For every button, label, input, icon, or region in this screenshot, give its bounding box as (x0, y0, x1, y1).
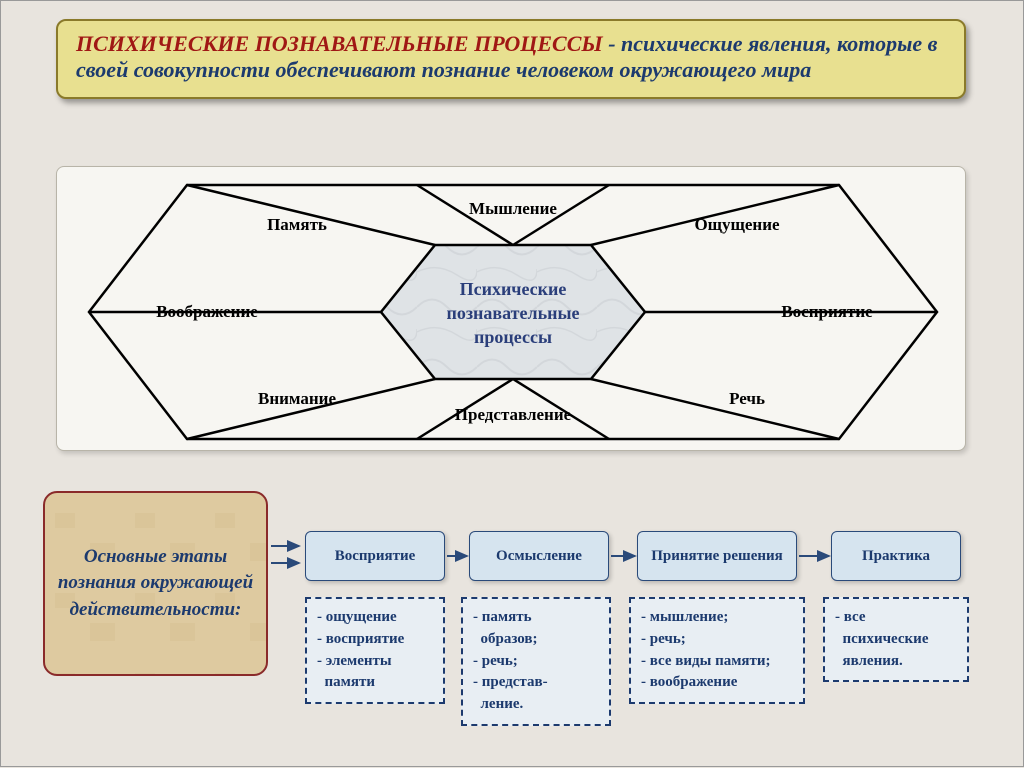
flow-arrows (1, 1, 1024, 768)
